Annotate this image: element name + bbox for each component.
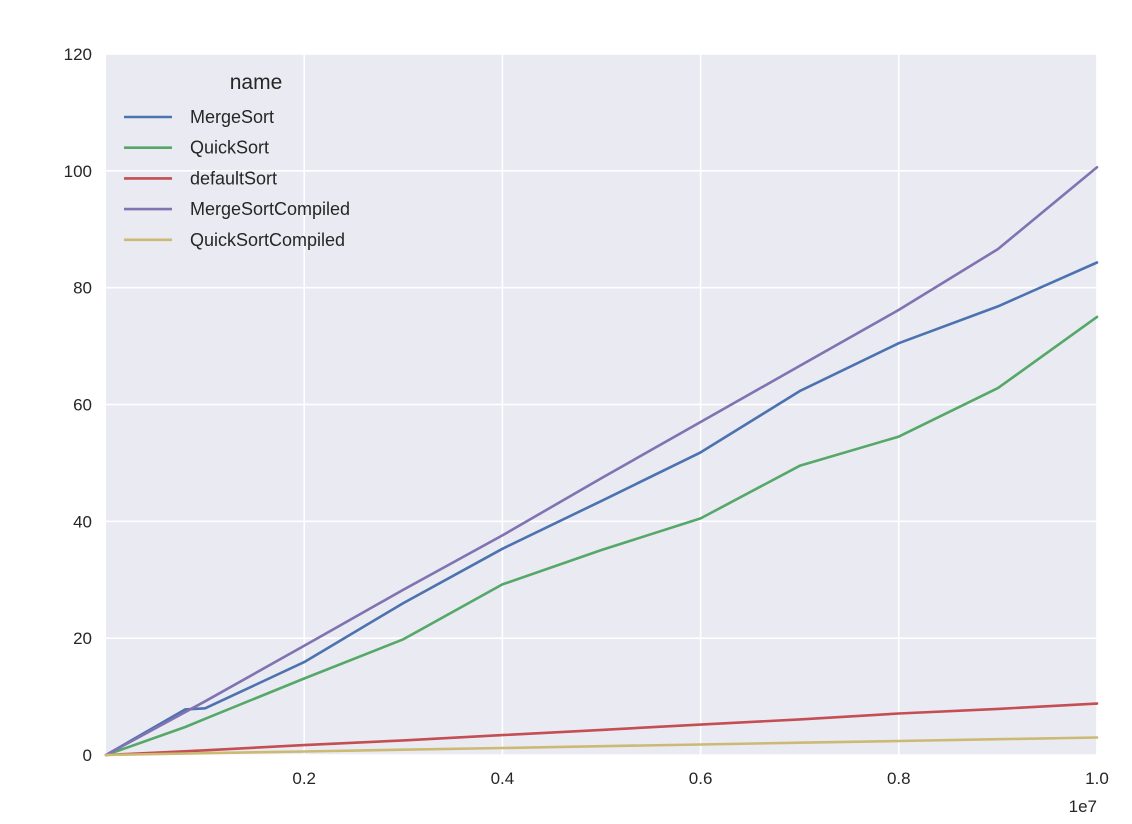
legend-title: name (230, 71, 283, 94)
legend-label: MergeSort (190, 107, 274, 127)
legend-item-quicksort: QuickSort (124, 138, 269, 158)
series-line-mergesort (104, 261, 1099, 757)
legend-label: defaultSort (190, 168, 277, 188)
y-tick-label: 60 (73, 396, 92, 415)
axis-ticks: 0 20 40 60 80 100 120 0.2 0.4 0.6 0.8 1.0 (64, 45, 1109, 788)
legend-label: QuickSortCompiled (190, 230, 345, 250)
series-lines (104, 166, 1099, 757)
series-line-quicksortcompiled (104, 736, 1099, 757)
y-tick-label: 0 (83, 746, 92, 765)
y-tick-label: 120 (64, 45, 92, 64)
grid-lines (106, 53, 1098, 756)
x-tick-label: 0.6 (689, 769, 713, 788)
legend: name MergeSortQuickSortdefaultSortMergeS… (124, 71, 350, 250)
y-tick-label: 80 (73, 279, 92, 298)
x-axis-offset-label: 1e7 (1069, 797, 1097, 816)
y-tick-label: 40 (73, 512, 92, 531)
x-tick-label: 0.2 (292, 769, 316, 788)
legend-items: MergeSort QuickSort defaultSort MergeSortCo… (124, 107, 350, 250)
series-line-mergesortcompiled (104, 166, 1099, 757)
x-tick-label: 0.4 (491, 769, 515, 788)
x-tick-label: 0.8 (887, 769, 911, 788)
legend-item-quicksortcompiled: QuickSortCompiled (124, 230, 345, 250)
legend-label: MergeSortCompiled (190, 199, 350, 219)
series-line-quicksort (104, 315, 1099, 757)
legend-label: QuickSort (190, 138, 269, 158)
series-line-defaultsort (104, 702, 1099, 757)
y-tick-label: 20 (73, 629, 92, 648)
y-tick-label: 100 (64, 162, 92, 181)
x-tick-label: 1.0 (1085, 769, 1109, 788)
legend-item-defaultsort: defaultSort (124, 168, 277, 188)
legend-item-mergesortcompiled: MergeSortCompiled (124, 199, 350, 219)
legend-item-mergesort: MergeSort (124, 107, 274, 127)
